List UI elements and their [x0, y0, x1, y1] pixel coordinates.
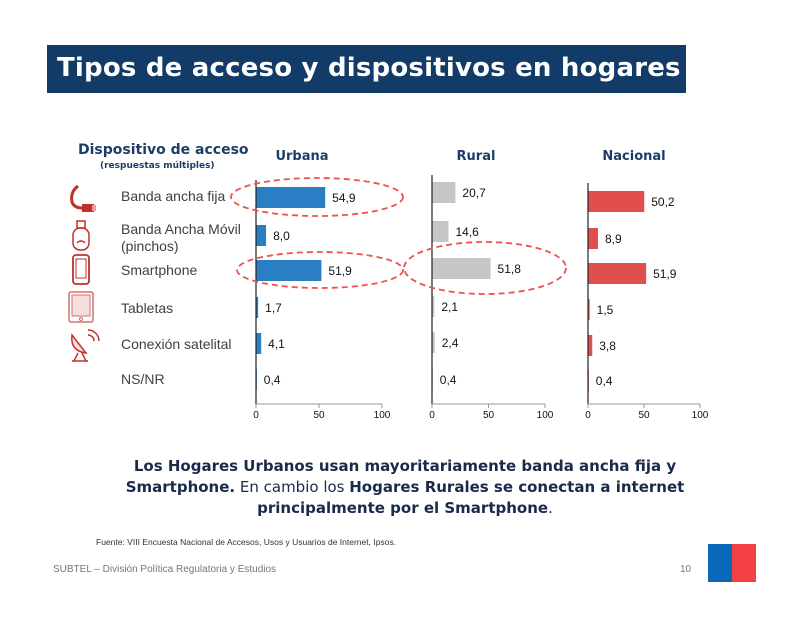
- value-label: 3,8: [599, 339, 616, 353]
- bar-2: [588, 263, 647, 284]
- category-label: Conexión satelital: [121, 336, 232, 352]
- x-tick-label: 100: [537, 410, 554, 421]
- x-tick-label: 50: [638, 410, 650, 421]
- highlight-ellipse: [236, 251, 404, 289]
- category-label: Banda ancha fija: [121, 188, 226, 204]
- highlight-ellipse: [403, 241, 567, 295]
- bar-3: [588, 299, 590, 320]
- category-subheader: (respuestas múltiples): [100, 161, 215, 171]
- title-bar: Tipos de acceso y dispositivos en hogare…: [47, 45, 686, 93]
- value-label: 4,1: [268, 337, 285, 351]
- bar-1: [256, 225, 267, 246]
- chart-title-nacional: Nacional: [602, 149, 665, 164]
- x-tick-label: 100: [374, 410, 391, 421]
- bar-4: [256, 333, 262, 354]
- flag-blue: [708, 544, 732, 582]
- bar-0: [432, 182, 456, 203]
- value-label: 8,0: [273, 229, 290, 243]
- summary-bold-2: Hogares Rurales se conectan a internet p…: [257, 478, 685, 517]
- flag-red: [732, 544, 756, 582]
- tablet-icon: [68, 291, 94, 323]
- chart-title-urbana: Urbana: [275, 149, 328, 164]
- bar-3: [432, 296, 435, 317]
- x-tick-label: 50: [483, 410, 495, 421]
- value-label: 14,6: [455, 225, 479, 239]
- category-label: Smartphone: [121, 262, 198, 278]
- category-header: Dispositivo de acceso: [78, 142, 249, 158]
- category-label: Banda Ancha Móvil (pinchos): [121, 221, 241, 254]
- ethernet-cable-icon: [70, 184, 96, 212]
- value-label: 54,9: [332, 191, 356, 205]
- page-number: 10: [680, 564, 692, 575]
- chart-title-rural: Rural: [457, 149, 496, 164]
- value-label: 51,9: [653, 267, 677, 281]
- slide-title: Tipos de acceso y dispositivos en hogare…: [57, 53, 681, 83]
- bar-0: [256, 187, 326, 208]
- summary-end: .: [548, 499, 553, 517]
- value-label: 50,2: [651, 195, 675, 209]
- summary-bold-1: Los Hogares Urbanos usan mayoritariament…: [125, 457, 677, 496]
- smartphone-icon: [72, 254, 90, 285]
- x-tick-label: 0: [253, 410, 259, 421]
- bar-charts: Urbana 54,9 8,0 51,9 1,7 4,1 0,4 0 50 100 Rural 20,…: [230, 149, 709, 421]
- bar-3: [256, 297, 259, 318]
- bar-4: [432, 332, 435, 353]
- value-label: 51,8: [498, 262, 522, 276]
- x-tick-label: 0: [585, 410, 591, 421]
- value-label: 0,4: [264, 373, 281, 387]
- value-label: 0,4: [440, 373, 457, 387]
- x-tick-label: 0: [429, 410, 435, 421]
- x-tick-label: 100: [692, 410, 709, 421]
- value-label: 1,5: [597, 303, 614, 317]
- subtel-flag-logo: [708, 544, 756, 582]
- bar-1: [432, 221, 449, 242]
- bar-4: [588, 335, 593, 356]
- bar-0: [588, 191, 645, 212]
- bar-1: [588, 228, 598, 249]
- x-tick-label: 50: [313, 410, 325, 421]
- bar-2: [432, 258, 491, 279]
- value-label: 2,4: [442, 336, 459, 350]
- highlight-ellipse: [230, 177, 404, 217]
- summary-text: Los Hogares Urbanos usan mayoritariament…: [90, 456, 720, 519]
- bar-2: [256, 260, 322, 281]
- summary-plain: En cambio los: [235, 478, 350, 496]
- value-label: 8,9: [605, 232, 622, 246]
- value-label: 0,4: [596, 374, 613, 388]
- value-label: 20,7: [462, 186, 486, 200]
- footer-text: SUBTEL – División Política Regulatoria y…: [53, 564, 277, 575]
- value-label: 51,9: [328, 264, 352, 278]
- value-label: 1,7: [265, 301, 282, 315]
- category-label: NS/NR: [121, 371, 165, 387]
- satellite-dish-icon: [71, 329, 100, 362]
- category-label: Tabletas: [121, 300, 174, 316]
- source-note: Fuente: VIII Encuesta Nacional de Acceso…: [96, 537, 397, 547]
- value-label: 2,1: [441, 300, 458, 314]
- usb-modem-icon: [72, 220, 90, 251]
